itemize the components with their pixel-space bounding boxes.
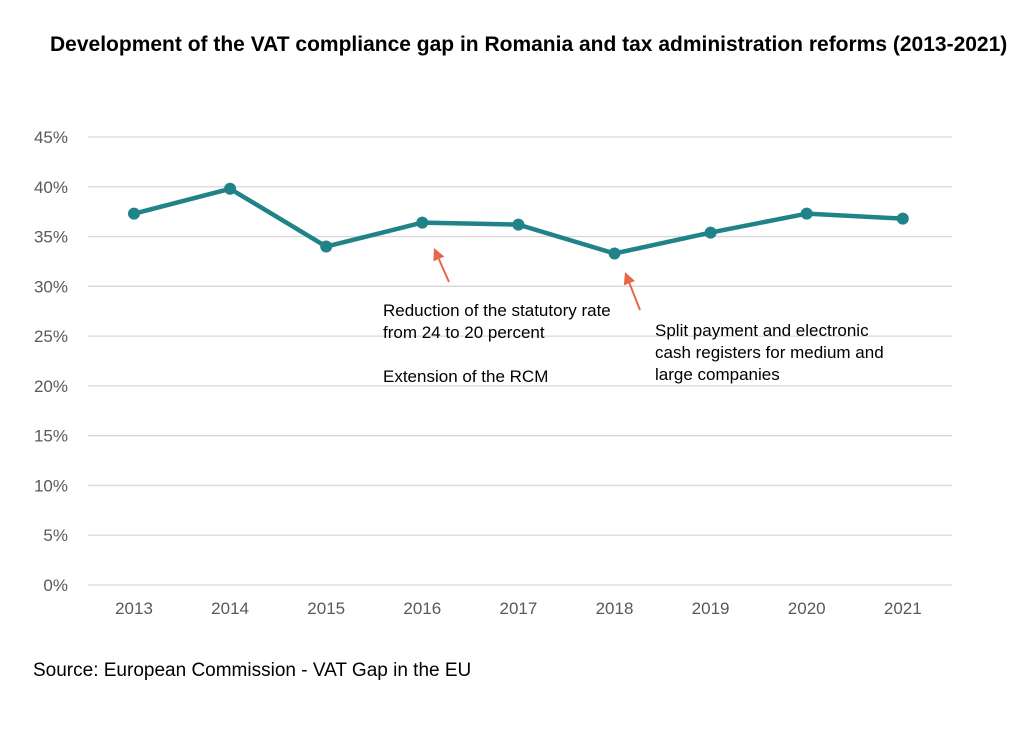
annotation-text: from 24 to 20 percent [383,323,545,342]
annotation-arrows [433,248,641,311]
x-tick-label: 2021 [884,599,922,618]
annotation-text: cash registers for medium and [655,343,884,362]
y-tick-label: 15% [34,427,68,446]
data-point [224,182,237,195]
x-tick-label: 2013 [115,599,153,618]
data-point [608,247,621,260]
data-point [416,216,429,229]
y-axis-ticks: 0% 5% 10% 15% 20% 25% 30% 35% 40% 45% [34,128,68,595]
y-tick-label: 10% [34,476,68,495]
series-line [128,182,909,260]
y-tick-label: 5% [43,526,68,545]
y-tick-label: 20% [34,377,68,396]
annotation-text: Extension of the RCM [383,367,548,386]
x-tick-label: 2020 [788,599,826,618]
annotation-text: large companies [655,365,780,384]
x-tick-label: 2019 [692,599,730,618]
annotation-text: Split payment and electronic [655,321,869,340]
x-axis-ticks: 2013 2014 2015 2016 2017 2018 2019 2020 2021 [115,599,922,618]
y-tick-label: 0% [43,576,68,595]
annotation-arrow-head [623,272,635,286]
y-tick-label: 45% [34,128,68,147]
annotation-text: Reduction of the statutory rate [383,301,611,320]
y-tick-label: 35% [34,228,68,247]
data-point [512,218,525,231]
annotations: Reduction of the statutory rate from 24 t… [383,301,884,386]
y-tick-label: 30% [34,277,68,296]
x-tick-label: 2015 [307,599,345,618]
data-point [704,226,717,239]
x-tick-label: 2017 [499,599,537,618]
data-point [800,207,813,220]
data-point [896,212,909,225]
x-tick-label: 2018 [596,599,634,618]
annotation-arrow-shaft [628,282,641,311]
y-tick-label: 40% [34,178,68,197]
data-point [320,240,333,253]
annotation-arrow-head [433,248,445,262]
x-tick-label: 2016 [403,599,441,618]
x-tick-label: 2014 [211,599,249,618]
source-note: Source: European Commission - VAT Gap in… [33,660,472,681]
chart-title: Development of the VAT compliance gap in… [50,33,1008,56]
data-point [128,207,140,220]
y-tick-label: 25% [34,327,68,346]
annotation-arrow-shaft [437,258,450,283]
